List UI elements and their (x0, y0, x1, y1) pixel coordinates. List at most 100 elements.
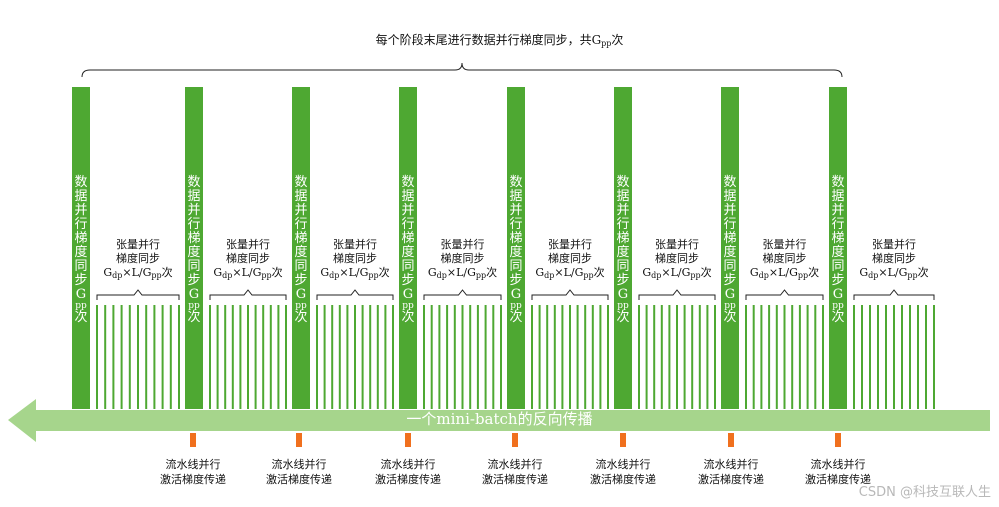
tp-sync-line (484, 305, 487, 409)
pipe-label-line2: 激活梯度传递 (160, 473, 226, 486)
pipe-label-line2: 激活梯度传递 (698, 473, 764, 486)
tp-sync-line (760, 305, 763, 409)
dp-bar-char: 数 (831, 175, 845, 190)
tp-sync-line (925, 305, 927, 409)
tp-sync-line (153, 305, 156, 409)
dp-bar-char: 梯 (509, 231, 523, 246)
tp-sync-line (591, 305, 594, 409)
dp-bar-char: pp (75, 301, 87, 311)
dp-bar-char: 度 (723, 245, 737, 260)
tp-sync-line (446, 305, 449, 409)
tp-sync-line (877, 305, 879, 409)
tp-label-line3: Gdp×L/Gpp次 (749, 266, 820, 280)
tp-label-line2: 梯度同步 (762, 252, 807, 265)
dp-bar-char: 据 (509, 189, 523, 204)
tp-sync-line (752, 305, 755, 409)
tp-sync-line (145, 305, 148, 409)
tp-sync-line (137, 305, 139, 409)
pipeline-marker-4 (512, 433, 518, 447)
tp-sync-line (798, 305, 801, 409)
dp-bar-char: 步 (74, 273, 88, 288)
watermark: CSDN @科技互联人生 (858, 485, 991, 500)
tp-label-line1: 张量并行 (655, 238, 699, 251)
pipe-label-line2: 激活梯度传递 (482, 473, 548, 486)
tp-sync-line (216, 305, 219, 409)
tp-stage-label-1: 张量并行 梯度同步 Gdp×L/Gpp次 (83, 238, 193, 283)
pipe-label-line2: 激活梯度传递 (266, 473, 332, 486)
dp-bar-char: 同 (723, 259, 737, 274)
dp-bar-char: G (510, 287, 522, 302)
dp-bar-char: 行 (831, 217, 845, 232)
dp-bar-char: 次 (401, 310, 415, 325)
tp-sync-line (392, 305, 394, 409)
dp-bar-char: 次 (616, 310, 630, 325)
dp-bar-char: 梯 (723, 231, 737, 246)
tp-sync-line (538, 305, 541, 409)
tp-sync-line (714, 305, 716, 409)
top-brace (81, 62, 843, 78)
tp-sync-line (869, 305, 871, 409)
dp-bar-char: 度 (294, 245, 308, 260)
dp-bar-char: 数 (616, 175, 630, 190)
tp-label-line2: 梯度同步 (116, 252, 160, 265)
dp-bar-char: 同 (74, 259, 88, 274)
dp-bar-char: 梯 (401, 231, 415, 246)
dp-bar-char: 据 (723, 189, 737, 204)
dp-bar-char: pp (510, 301, 522, 311)
tp-label-line2: 梯度同步 (226, 252, 270, 265)
tp-sync-line (209, 305, 211, 409)
pipeline-label-7: 流水线并行 激活梯度传递 (788, 457, 888, 487)
tp-sync-line (706, 305, 709, 409)
tp-stage-label-8: 张量并行 梯度同步 Gdp×L/Gpp次 (839, 238, 949, 283)
dp-bar-char: 并 (74, 203, 88, 218)
dp-bar-char: 数 (187, 175, 201, 190)
tp-sync-line (638, 305, 640, 409)
pipe-label-line2: 激活梯度传递 (375, 473, 441, 486)
tp-sync-line (584, 305, 587, 409)
tp-label-line1: 张量并行 (872, 238, 916, 251)
tp-sync-line (224, 305, 227, 409)
tp-label-line3: Gdp×L/Gpp次 (642, 266, 712, 280)
tp-sync-line (323, 305, 326, 409)
tp-sync-line (698, 305, 701, 409)
dp-bar-char: G (832, 287, 844, 302)
dp-bar-char: 梯 (616, 231, 630, 246)
tp-sync-line (376, 305, 379, 409)
dp-bar-char: 梯 (294, 231, 308, 246)
pipe-label-line1: 流水线并行 (271, 458, 327, 471)
dp-bar-char: 并 (509, 203, 523, 218)
dp-bar-char: 次 (74, 310, 88, 325)
dp-bar-char: 据 (74, 189, 88, 204)
tp-sync-line (775, 305, 778, 409)
tp-sync-line (112, 305, 115, 409)
dp-bar-char: G (295, 287, 307, 302)
dp-bar-char: 并 (616, 203, 630, 218)
tp-label-line2: 梯度同步 (333, 252, 377, 265)
tp-sync-line (814, 305, 817, 409)
tp-sync-line (430, 305, 433, 409)
tp-label-line3: Gdp×L/Gpp次 (320, 266, 390, 280)
tp-sync-line (909, 305, 911, 409)
pipeline-label-5: 流水线并行 激活梯度传递 (573, 457, 673, 487)
tp-sync-line (247, 305, 249, 409)
tp-sync-line (316, 305, 318, 409)
dp-bar-char: 步 (616, 273, 630, 288)
dp-bar-char: G (188, 287, 200, 302)
dp-bar-char: 步 (831, 273, 845, 288)
tp-label-line3: Gdp×L/Gpp次 (213, 266, 283, 280)
dp-bar-char: 度 (187, 245, 201, 260)
dp-bar-char: 同 (294, 259, 308, 274)
tp-sync-line (354, 305, 356, 409)
tp-label-line1: 张量并行 (548, 238, 592, 251)
dp-bar-char: pp (832, 301, 844, 311)
dp-bar-char: 度 (831, 245, 845, 260)
tp-sync-line (231, 305, 234, 409)
dp-bar-char: 据 (187, 189, 201, 204)
tp-sync-line (338, 305, 341, 409)
pipeline-marker-6 (728, 433, 734, 447)
tp-sync-line (128, 305, 131, 409)
tp-sync-line (645, 305, 648, 409)
